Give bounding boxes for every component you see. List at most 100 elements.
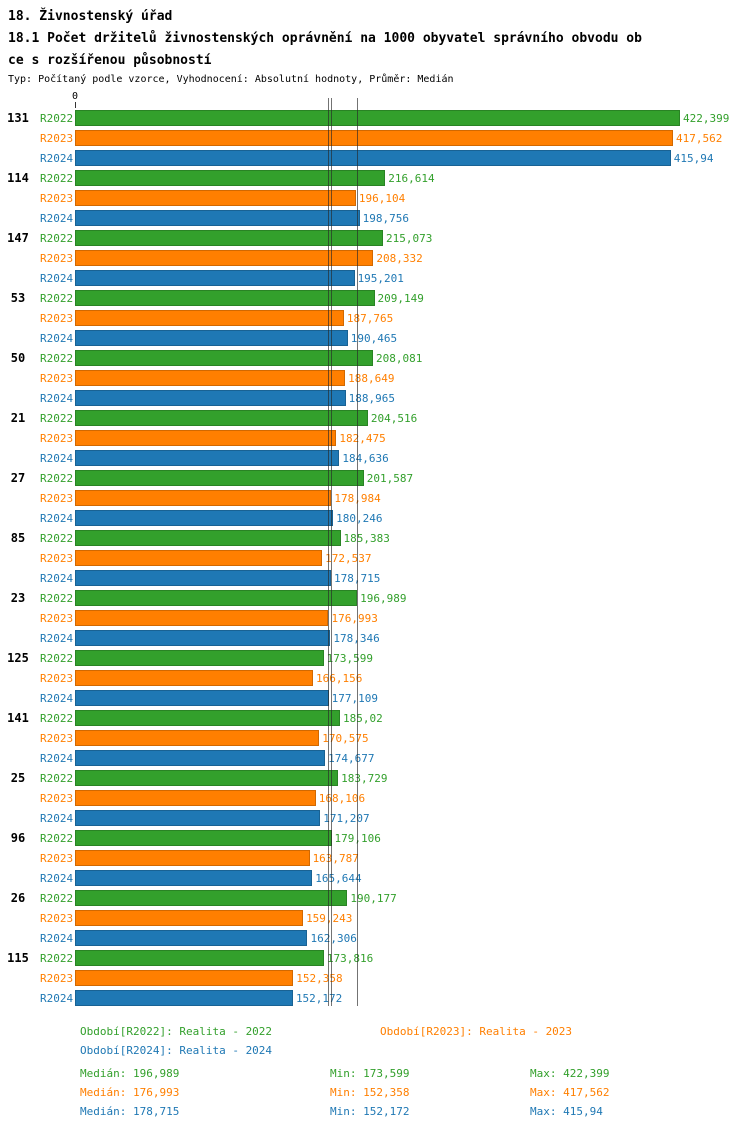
bar-track: 190,465 <box>75 328 750 348</box>
bar-track: 184,636 <box>75 448 750 468</box>
bar <box>75 710 340 726</box>
bar-row: R2023 187,765 <box>0 308 750 328</box>
bar-track: 188,649 <box>75 368 750 388</box>
bar-value-label: 171,207 <box>323 811 370 825</box>
bar-row: R2023 182,475 <box>0 428 750 448</box>
legend-item-r2022: Období[R2022]: Realita - 2022 <box>80 1025 273 1038</box>
legend-item-r2024: Období[R2024]: Realita - 2024 <box>80 1044 273 1057</box>
max-value-r2023: Max: 417,562 <box>530 1086 610 1099</box>
bar-value-label: 187,765 <box>346 311 394 325</box>
bar-value-label: 195,201 <box>357 271 404 285</box>
series-label: R2022 <box>40 171 74 185</box>
bar <box>75 810 321 826</box>
group-label: 27 <box>10 471 26 485</box>
bar-row: R2024 171,207 <box>0 808 750 828</box>
group-label: 131 <box>7 111 29 125</box>
group-label: 147 <box>7 231 29 245</box>
series-label: R2024 <box>40 211 74 225</box>
bar-row: R2023 188,649 <box>0 368 750 388</box>
bar-row: R2024 165,644 <box>0 868 750 888</box>
bar-row: R2024 188,965 <box>0 388 750 408</box>
legend-item-r2023: Období[R2023]: Realita - 2023 <box>380 1025 573 1038</box>
bar-track: 185,383 <box>75 528 750 548</box>
bar-track: 215,073 <box>75 228 750 248</box>
bar-row: R2022 209,149 <box>0 288 750 308</box>
bar-value-label: 417,562 <box>676 131 723 145</box>
series-label: R2024 <box>40 151 74 165</box>
bar-track: 159,243 <box>75 908 750 928</box>
series-label: R2023 <box>40 491 74 505</box>
bar-value-label: 185,383 <box>343 531 390 545</box>
bar-track: 152,358 <box>75 968 750 988</box>
bar-value-label: 196,989 <box>360 591 407 605</box>
chart-subtitle-line1: 18.1 Počet držitelů živnostenských opráv… <box>8 31 642 46</box>
bar <box>75 570 331 586</box>
group-label: 53 <box>10 291 26 305</box>
bar-value-label: 179,106 <box>334 831 381 845</box>
bar-track: 422,399 <box>75 108 750 128</box>
bar <box>75 650 324 666</box>
bar-value-label: 177,109 <box>331 691 379 705</box>
page-title: 18. Živnostenský úřad <box>8 9 173 24</box>
series-label: R2024 <box>40 331 74 345</box>
bar <box>75 770 339 786</box>
series-label: R2023 <box>40 851 74 865</box>
bar-row: R2023 208,332 <box>0 248 750 268</box>
bar-track: 198,756 <box>75 208 750 228</box>
series-label: R2022 <box>40 231 74 245</box>
bar-group: 26 R2022 190,177 R2023 159,243 R2024 162,306 <box>0 888 750 948</box>
bar-track: 163,787 <box>75 848 750 868</box>
group-label: 85 <box>10 531 26 545</box>
bar-row: R2024 195,201 <box>0 268 750 288</box>
bar-group: 125 R2022 173,599 R2023 166,156 R2024 177,109 <box>0 648 750 708</box>
series-label: R2022 <box>40 831 74 845</box>
bar-value-label: 208,332 <box>376 251 423 265</box>
bar-group: 23 R2022 196,989 R2023 176,993 R2024 178,346 <box>0 588 750 648</box>
bar-value-label: 152,358 <box>296 971 343 985</box>
series-label: R2024 <box>40 631 74 645</box>
group-label: 125 <box>7 651 29 665</box>
bar-track: 196,989 <box>75 588 750 608</box>
bar-track: 170,575 <box>75 728 750 748</box>
bar-row: R2024 174,677 <box>0 748 750 768</box>
series-label: R2024 <box>40 451 74 465</box>
bar-value-label: 183,729 <box>341 771 388 785</box>
bar-track: 188,965 <box>75 388 750 408</box>
bar-value-label: 190,177 <box>350 891 397 905</box>
min-value-r2024: Min: 152,172 <box>330 1105 410 1118</box>
group-label: 25 <box>10 771 26 785</box>
group-label: 115 <box>7 951 29 965</box>
bar-group: 25 R2022 183,729 R2023 168,106 R2024 171,207 <box>0 768 750 828</box>
bar-row: R2022 208,081 <box>0 348 750 368</box>
series-label: R2022 <box>40 591 74 605</box>
bar <box>75 470 364 486</box>
group-label: 114 <box>7 171 29 185</box>
bar <box>75 390 346 406</box>
bar-row: R2022 173,599 <box>0 648 750 668</box>
bar-value-label: 201,587 <box>366 471 414 485</box>
bar-value-label: 178,715 <box>333 571 381 585</box>
bar-group: 115 R2022 173,816 R2023 152,358 R2024 152,172 <box>0 948 750 1008</box>
bar-value-label: 415,94 <box>673 151 714 165</box>
bar-value-label: 208,081 <box>376 351 423 365</box>
bar <box>75 610 329 626</box>
bar-row: R2023 170,575 <box>0 728 750 748</box>
series-label: R2023 <box>40 911 74 925</box>
median-value-r2024: Medián: 178,715 <box>80 1105 180 1118</box>
bar <box>75 730 320 746</box>
bar-track: 173,816 <box>75 948 750 968</box>
bar-row: R2022 422,399 <box>0 108 750 128</box>
bar-value-label: 180,246 <box>336 511 383 525</box>
bar-value-label: 215,073 <box>386 231 433 245</box>
bar-row: R2022 201,587 <box>0 468 750 488</box>
bar-group: 27 R2022 201,587 R2023 178,984 R2024 180,246 <box>0 468 750 528</box>
bar-track: 183,729 <box>75 768 750 788</box>
bar-track: 208,332 <box>75 248 750 268</box>
series-label: R2022 <box>40 531 74 545</box>
bar <box>75 890 348 906</box>
bar-row: R2024 178,346 <box>0 628 750 648</box>
bar-row: R2023 172,537 <box>0 548 750 568</box>
series-label: R2023 <box>40 371 74 385</box>
series-label: R2022 <box>40 411 74 425</box>
series-label: R2023 <box>40 671 74 685</box>
